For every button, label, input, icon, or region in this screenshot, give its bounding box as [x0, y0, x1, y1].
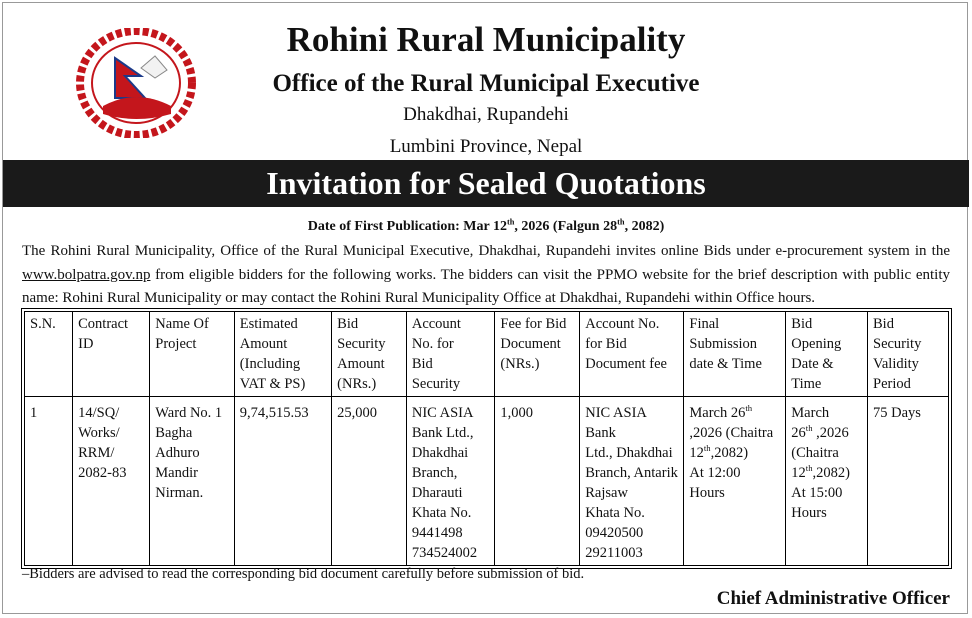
table-cell: NIC ASIA Bank Ltd., Dhakdhai Branch, Dha… — [405, 396, 496, 566]
publication-date: Date of First Publication: Mar 12th, 202… — [0, 217, 972, 235]
column-header: Name Of Project — [149, 311, 235, 397]
column-header: Bid Security Amount (NRs.) — [331, 311, 407, 397]
text-part: , 2026 (Falgun 28 — [514, 219, 618, 234]
text-part: March 26 — [791, 405, 830, 441]
superscript: th — [617, 217, 625, 227]
column-header: Fee for Bid Document (NRs.) — [494, 311, 581, 397]
notice-text: from eligible bidders for the following … — [22, 266, 950, 307]
notice: The Rohini Rural Municipality, Office of… — [22, 240, 950, 311]
text-part: ,2026 (Chaitra 12 — [689, 425, 774, 461]
footnote: –Bidders are advised to read the corresp… — [22, 566, 585, 582]
superscript: th — [703, 443, 711, 454]
column-header: Bid Security Validity Period — [867, 311, 949, 397]
title: Rohini Rural Municipality — [286, 20, 686, 59]
table-cell: NIC ASIA Bank Ltd., Dhakdhai Branch, Ant… — [579, 396, 685, 566]
table-cell: 25,000 — [331, 396, 407, 566]
signature: Chief Administrative Officer — [716, 588, 950, 609]
text-part: ,2082) At 15:00 Hours — [791, 465, 851, 521]
column-header: Bid Opening Date & Time — [785, 311, 868, 397]
header-row: S.N. Contract ID Name Of Project Estimated … — [23, 311, 949, 397]
superscript: th — [805, 463, 813, 474]
link[interactable]: www.bolpatra.gov.np — [22, 266, 151, 283]
table-cell: 14/SQ/ Works/ RRM/ 2082-83 — [72, 396, 151, 566]
table-cell: 9,74,515.53 — [233, 396, 333, 566]
column-header: Account No. for Bid Document fee — [579, 311, 685, 397]
column-header: Final Submission date & Time — [683, 311, 787, 397]
column-header: Estimated Amount (Including VAT & PS) — [233, 311, 333, 397]
address-line: Lumbini Province, Nepal — [389, 136, 583, 157]
text-part: ,2026 (Chaitra 12 — [791, 425, 849, 481]
table-row: 1 14/SQ/ Works/ RRM/ 2082-83 Ward No. 1 Ba… — [23, 396, 949, 566]
text-part: , 2082) — [624, 219, 665, 234]
superscript: th — [506, 217, 515, 227]
table-cell: March 26th ,2026 (Chaitra 12th,2082) At … — [683, 396, 787, 566]
quotation-table: S.N. Contract ID Name Of Project Estimated … — [21, 308, 952, 569]
address-line: Dhakdhai, Rupandehi — [403, 104, 569, 125]
superscript: th — [805, 423, 813, 434]
table-cell: 1 — [23, 396, 74, 566]
emblem — [76, 28, 196, 138]
column-header: Account No. for Bid Security — [405, 311, 496, 397]
text-part: ,2082) At 12:00 Hours — [689, 445, 749, 501]
superscript: th — [745, 403, 753, 414]
table-cell: 1,000 — [494, 396, 581, 566]
notice-text: The Rohini Rural Municipality, Office of… — [22, 243, 950, 259]
column-header: Contract ID — [72, 311, 151, 397]
subtitle: Office of the Rural Municipal Executive — [272, 70, 700, 97]
table-cell: Ward No. 1 Bagha Adhuro Mandir Nirman. — [149, 396, 235, 566]
table-cell: March 26th ,2026 (Chaitra 12th,2082) At … — [785, 396, 868, 566]
banner: Invitation for Sealed Quotations — [3, 160, 969, 207]
table-cell: 75 Days — [867, 396, 949, 566]
text-part: Date of First Publication: Mar 12 — [307, 219, 507, 234]
column-header: S.N. — [23, 311, 74, 397]
text-part: March 26 — [689, 405, 746, 421]
